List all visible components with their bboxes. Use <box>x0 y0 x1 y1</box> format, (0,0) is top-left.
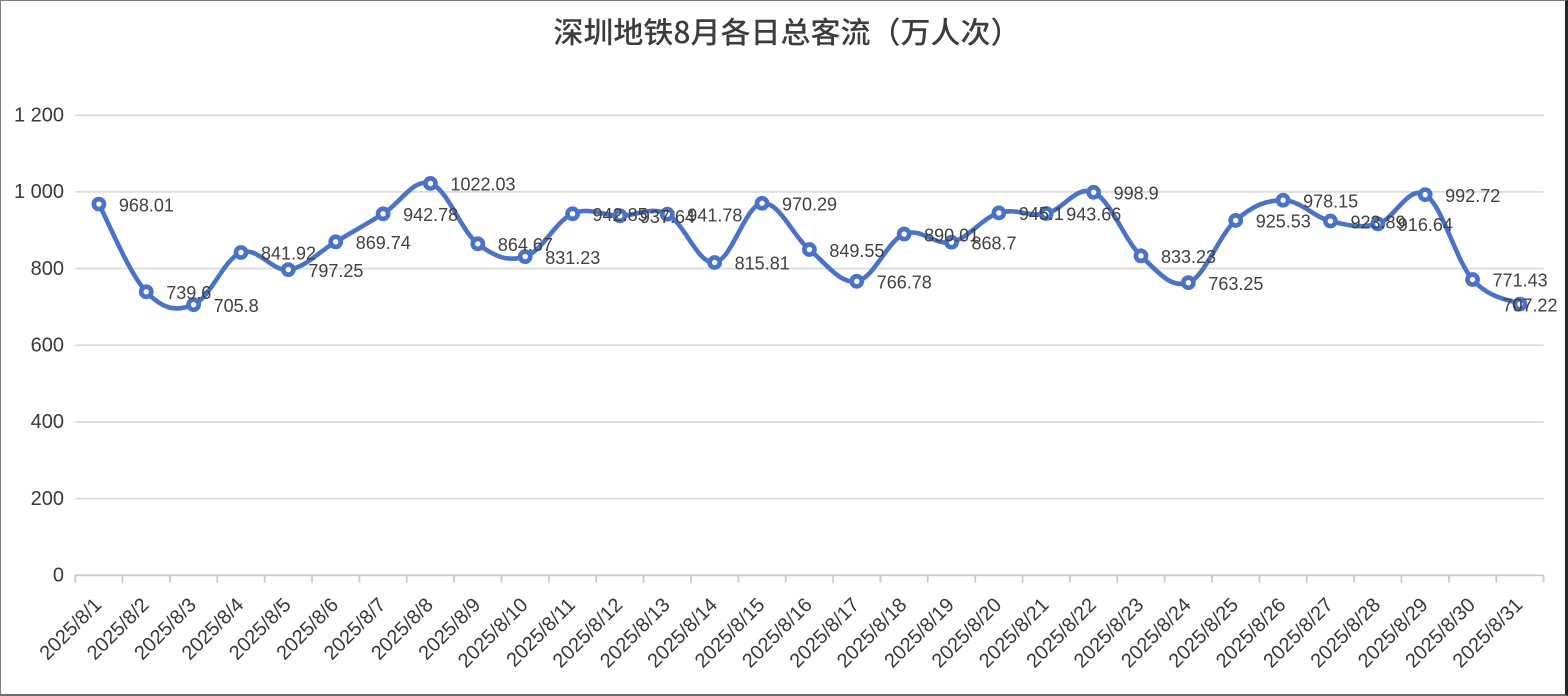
svg-text:400: 400 <box>31 411 64 433</box>
svg-text:815.81: 815.81 <box>735 254 790 274</box>
svg-text:923.89: 923.89 <box>1350 212 1405 232</box>
svg-text:200: 200 <box>31 488 64 510</box>
svg-text:937.64: 937.64 <box>640 207 695 227</box>
svg-text:942.78: 942.78 <box>403 205 458 225</box>
svg-text:869.74: 869.74 <box>356 233 411 253</box>
svg-text:1 200: 1 200 <box>14 105 64 127</box>
svg-text:600: 600 <box>31 335 64 357</box>
svg-text:1022.03: 1022.03 <box>450 175 515 195</box>
svg-text:970.29: 970.29 <box>782 194 837 214</box>
svg-text:890.01: 890.01 <box>924 225 979 245</box>
svg-text:868.7: 868.7 <box>972 233 1017 253</box>
svg-text:831.23: 831.23 <box>545 248 600 268</box>
svg-text:943.66: 943.66 <box>1066 205 1121 225</box>
svg-text:978.15: 978.15 <box>1303 191 1358 211</box>
svg-text:992.72: 992.72 <box>1445 186 1500 206</box>
svg-text:766.78: 766.78 <box>877 273 932 293</box>
svg-text:916.64: 916.64 <box>1398 215 1453 235</box>
svg-text:705.8: 705.8 <box>214 296 259 316</box>
svg-text:945.1: 945.1 <box>1019 204 1064 224</box>
svg-text:0: 0 <box>53 565 64 587</box>
svg-text:771.43: 771.43 <box>1493 271 1548 291</box>
svg-text:841.92: 841.92 <box>261 244 316 264</box>
svg-text:800: 800 <box>31 258 64 280</box>
svg-text:739.6: 739.6 <box>166 283 211 303</box>
svg-text:864.67: 864.67 <box>498 235 553 255</box>
svg-text:833.23: 833.23 <box>1161 247 1216 267</box>
svg-text:849.55: 849.55 <box>829 241 884 261</box>
svg-text:707.22: 707.22 <box>1502 295 1557 315</box>
svg-text:1 000: 1 000 <box>14 181 64 203</box>
svg-text:941.78: 941.78 <box>687 205 742 225</box>
svg-text:942.85: 942.85 <box>593 205 648 225</box>
svg-text:797.25: 797.25 <box>308 261 363 281</box>
svg-text:968.01: 968.01 <box>119 195 174 215</box>
svg-text:998.9: 998.9 <box>1114 184 1159 204</box>
svg-text:763.25: 763.25 <box>1208 274 1263 294</box>
svg-text:925.53: 925.53 <box>1256 212 1311 232</box>
